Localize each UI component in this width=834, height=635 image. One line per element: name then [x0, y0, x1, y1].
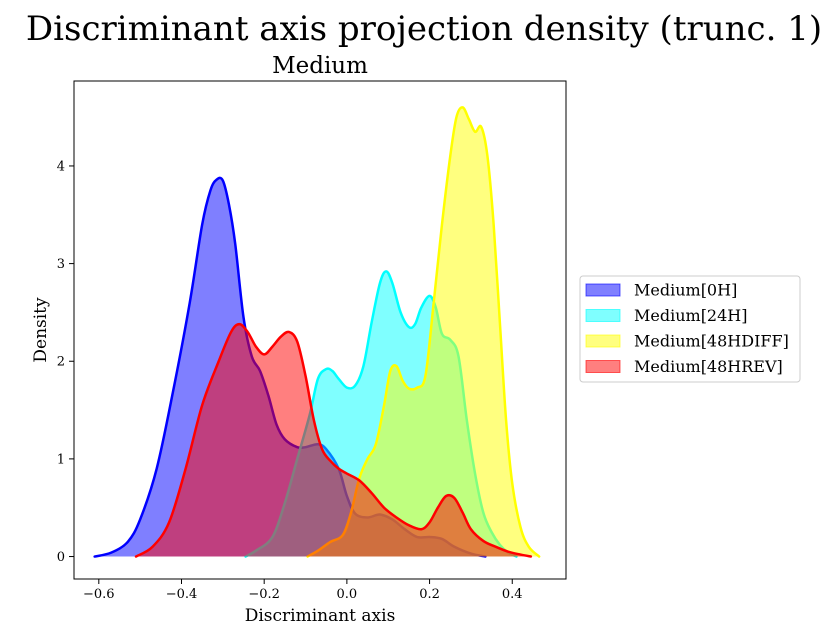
y-tick-label: 3: [57, 257, 65, 272]
x-tick-label: −0.6: [83, 587, 115, 602]
legend-label: Medium[48HDIFF]: [634, 332, 789, 351]
legend-swatch: [585, 360, 621, 373]
plot-series: [93, 106, 541, 558]
legend-swatch: [585, 309, 621, 322]
series-line-2: [306, 106, 541, 558]
chart-suptitle: Discriminant axis projection density (tr…: [26, 9, 822, 49]
y-tick-label: 2: [57, 355, 65, 370]
y-tick-label: 1: [57, 452, 65, 467]
legend-label: Medium[24H]: [634, 306, 747, 325]
plot-frame: [73, 80, 567, 580]
series-area-3: [136, 324, 531, 557]
y-tick-label: 0: [57, 550, 65, 565]
y-axis-label: Density: [31, 297, 51, 363]
x-tick-label: 0.0: [337, 587, 358, 602]
chart-title: Medium: [272, 53, 368, 79]
legend-label: Medium[0H]: [634, 281, 737, 300]
x-tick-label: −0.4: [166, 587, 198, 602]
legend: Medium[0H] Medium[24H] Medium[48HDIFF] Medi…: [579, 275, 801, 383]
legend-frame: [579, 275, 801, 383]
y-tick-label: 4: [57, 159, 65, 174]
legend-label: Medium[48HREV]: [634, 357, 783, 376]
x-axis-label: Discriminant axis: [245, 606, 396, 626]
x-axis-ticks: −0.6 −0.4 −0.2 0.0 0.2 0.4: [83, 579, 523, 602]
legend-swatch: [585, 283, 621, 297]
x-tick-label: 0.4: [502, 587, 523, 602]
legend-swatch: [585, 334, 621, 348]
series-area-2: [307, 107, 540, 557]
x-tick-label: −0.2: [248, 587, 280, 602]
series-line-3: [134, 322, 533, 558]
y-axis-ticks: 0 1 2 3 4: [57, 159, 74, 565]
x-tick-label: 0.2: [419, 587, 440, 602]
